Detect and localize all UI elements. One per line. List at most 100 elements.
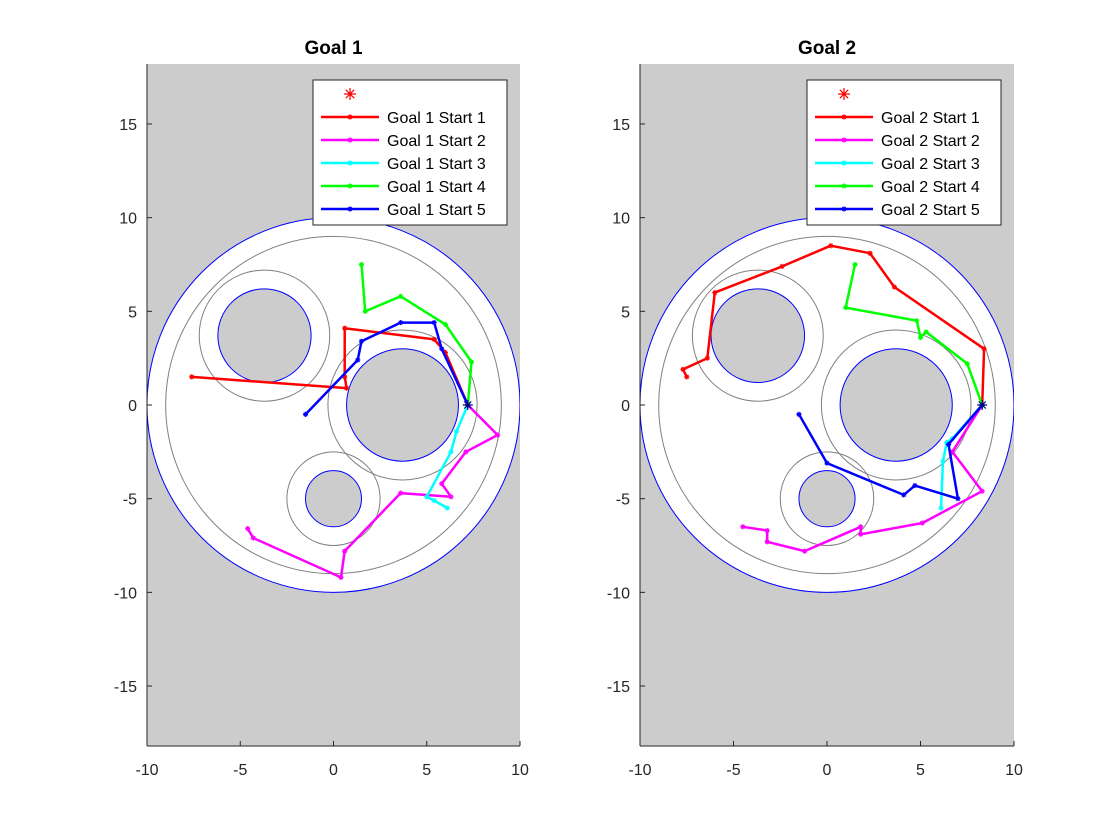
series-point-1-shape bbox=[189, 374, 195, 380]
series-point-4 bbox=[442, 321, 448, 328]
y-tick-label: -15 bbox=[607, 679, 630, 696]
series-point-2 bbox=[342, 548, 348, 554]
series-point-1 bbox=[779, 263, 785, 269]
legend: Goal 2 Start 1 Goal 2 Start 2 Goal 2 Start… bbox=[806, 79, 1002, 226]
y-tick-label: 10 bbox=[612, 211, 630, 228]
legend-box bbox=[312, 79, 508, 226]
series-point-4-shape bbox=[358, 261, 365, 268]
series-point-2-shape bbox=[495, 432, 501, 438]
series-point-2-shape bbox=[764, 527, 770, 534]
series-point-2-shape bbox=[858, 531, 864, 537]
series-point-3-shape bbox=[940, 458, 946, 464]
x-tick-label: 0 bbox=[329, 762, 338, 779]
series-point-4-shape bbox=[852, 261, 858, 268]
plot-content bbox=[147, 217, 520, 593]
series-point-4-shape bbox=[398, 293, 404, 299]
series-point-5-shape bbox=[302, 411, 309, 417]
series-point-2 bbox=[463, 449, 469, 455]
series-point-3-shape bbox=[448, 449, 454, 455]
series-point-4-shape bbox=[923, 329, 929, 335]
series-point-1-shape bbox=[981, 346, 987, 352]
series-point-5-shape bbox=[355, 357, 361, 363]
chart-title: Goal 1 bbox=[304, 38, 363, 59]
x-tick-label: -10 bbox=[135, 762, 158, 779]
series-point-2-shape bbox=[338, 574, 344, 580]
series-point-4 bbox=[852, 261, 858, 268]
series-point-2-shape bbox=[919, 520, 925, 526]
series-point-5-shape bbox=[955, 496, 961, 502]
x-tick-label: 5 bbox=[916, 762, 925, 779]
series-point-1-shape bbox=[684, 374, 690, 380]
series-point-2-shape bbox=[463, 449, 469, 455]
y-tick-label: 15 bbox=[612, 117, 630, 134]
series-point-3-shape bbox=[444, 505, 450, 511]
series-line-2 bbox=[742, 404, 984, 553]
series-point-5 bbox=[398, 319, 404, 326]
series-point-4 bbox=[923, 329, 929, 335]
series-point-1 bbox=[704, 355, 710, 361]
y-tick-label: -10 bbox=[607, 585, 630, 602]
series-point-5-shape bbox=[912, 482, 918, 489]
legend-box bbox=[806, 79, 1002, 226]
series-point-1-shape bbox=[431, 336, 437, 343]
legend-swatch-marker bbox=[841, 206, 847, 212]
series-point-1 bbox=[828, 243, 834, 249]
series-point-1 bbox=[342, 374, 348, 380]
y-tick-label: -15 bbox=[114, 679, 137, 696]
goal-marker-shape bbox=[462, 400, 473, 410]
series-point-5 bbox=[439, 346, 445, 352]
series-point-2 bbox=[448, 494, 454, 500]
legend-swatch-marker-shape bbox=[841, 160, 847, 166]
legend-label: Goal 2 Start 2 bbox=[881, 133, 980, 150]
series-point-4-shape bbox=[362, 308, 368, 314]
series-point-1 bbox=[981, 346, 987, 352]
series-point-3 bbox=[444, 505, 450, 511]
series-point-5-shape bbox=[431, 319, 437, 326]
series-point-4 bbox=[398, 293, 404, 299]
y-tick-label: -5 bbox=[123, 492, 137, 509]
goal-marker-shape bbox=[977, 400, 988, 410]
series-point-2 bbox=[949, 449, 955, 455]
series-point-1-shape bbox=[712, 289, 718, 296]
series-point-1 bbox=[189, 374, 195, 380]
series-point-3 bbox=[938, 505, 944, 511]
series-point-2-shape bbox=[740, 524, 746, 530]
obstacle-circle bbox=[798, 470, 856, 528]
series-point-4 bbox=[914, 318, 920, 324]
series-point-4-shape bbox=[917, 334, 924, 341]
series-point-2 bbox=[919, 520, 925, 526]
series-point-4 bbox=[917, 334, 924, 341]
series-point-5 bbox=[824, 460, 830, 466]
series-point-3 bbox=[453, 428, 460, 434]
series-point-1 bbox=[680, 366, 686, 373]
series-point-1-shape bbox=[343, 385, 350, 391]
legend-swatch-marker-shape bbox=[347, 160, 353, 166]
series-point-5-shape bbox=[901, 492, 907, 498]
series-point-1-shape bbox=[779, 263, 785, 269]
series-point-4 bbox=[964, 361, 970, 367]
series-point-5 bbox=[912, 482, 918, 489]
x-tick-label: -5 bbox=[726, 762, 740, 779]
legend-goal-entry-shape bbox=[838, 88, 850, 100]
series-point-2 bbox=[740, 524, 746, 530]
series-point-5-shape bbox=[439, 346, 445, 352]
series-point-4-shape bbox=[468, 359, 475, 365]
legend-label: Goal 1 Start 2 bbox=[387, 133, 486, 150]
series-point-1-shape bbox=[704, 355, 710, 361]
legend-swatch-marker bbox=[347, 183, 353, 189]
legend-swatch-marker bbox=[347, 160, 353, 166]
series-point-5-shape bbox=[824, 460, 830, 466]
legend-swatch-marker bbox=[347, 206, 353, 212]
series-point-3-shape bbox=[431, 497, 437, 504]
obstacle-circle bbox=[305, 470, 362, 528]
obstacle-clearance-circle bbox=[327, 329, 478, 481]
series-point-1 bbox=[891, 284, 897, 290]
series-point-2 bbox=[858, 524, 864, 530]
y-tick-label: 0 bbox=[128, 398, 137, 415]
series-point-1-shape bbox=[891, 284, 897, 290]
legend-goal-entry bbox=[838, 88, 850, 100]
x-tick-label: 10 bbox=[511, 762, 529, 779]
legend-swatch-marker bbox=[841, 160, 847, 166]
series-point-1 bbox=[343, 385, 350, 391]
